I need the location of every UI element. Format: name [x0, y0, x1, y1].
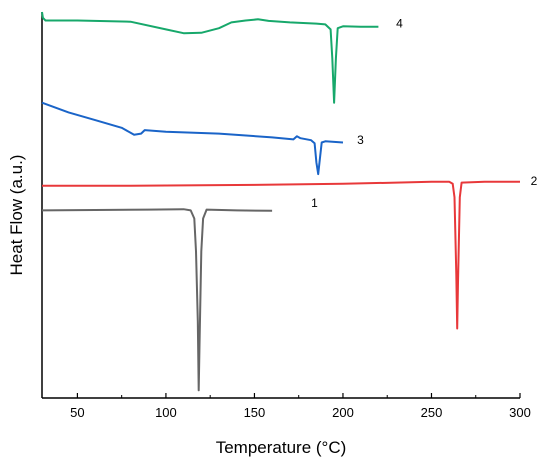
series-line-4 — [41, 11, 379, 104]
series-line-1 — [41, 208, 273, 392]
axes — [41, 12, 520, 399]
x-tick-label: 250 — [421, 405, 443, 420]
curve-label-1: 1 — [311, 196, 318, 210]
curve-labels: 1 2 3 4 — [311, 16, 538, 209]
curve-label-2: 2 — [531, 174, 538, 188]
x-tick-label: 100 — [155, 405, 177, 420]
x-tick-label: 200 — [332, 405, 354, 420]
curve-label-4: 4 — [396, 16, 403, 30]
series-group — [41, 11, 520, 392]
x-axis-title: Temperature (°C) — [216, 438, 347, 457]
y-axis-title: Heat Flow (a.u.) — [7, 155, 26, 276]
x-tick-label: 150 — [244, 405, 266, 420]
x-tick-label: 300 — [509, 405, 531, 420]
series-line-3 — [41, 101, 344, 176]
x-tick-label: 50 — [70, 405, 84, 420]
curve-label-3: 3 — [357, 133, 364, 147]
x-ticks: 50 100 150 200 250 300 — [70, 393, 531, 420]
series-line-2 — [42, 180, 520, 330]
